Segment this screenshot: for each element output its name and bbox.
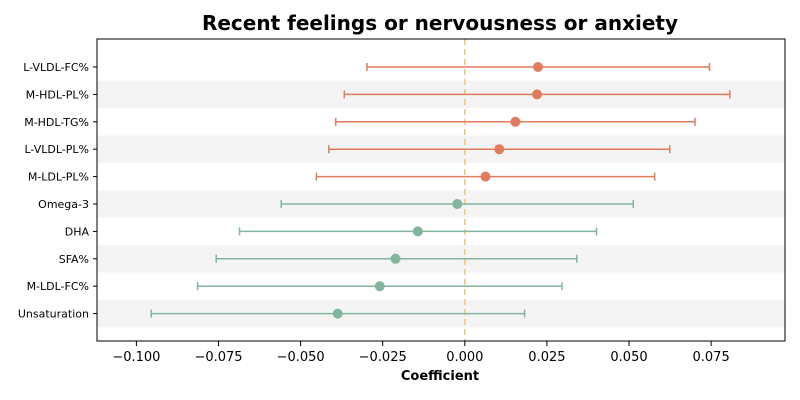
x-tick-label: 0.000 <box>446 350 483 365</box>
chart-title: Recent feelings or nervousness or anxiet… <box>202 11 678 35</box>
y-axis-labels: L-VLDL-FC% M-HDL-PL% M-HDL-TG% L-VLDL-PL% M-… <box>18 61 97 321</box>
coefficient-point <box>494 144 505 155</box>
estimate-row <box>196 281 563 292</box>
coefficient-point <box>452 199 463 209</box>
x-tick-label: −0.075 <box>194 350 242 365</box>
coefficient-point <box>532 89 543 100</box>
coefficient-point <box>510 116 521 127</box>
y-tick-label: M-HDL-TG% <box>24 116 89 129</box>
estimate-row <box>238 226 598 237</box>
y-tick-label: SFA% <box>59 253 89 266</box>
coefficient-point <box>390 253 401 264</box>
estimate-row <box>315 171 656 182</box>
estimate-row <box>366 62 711 72</box>
y-tick-label: L-VLDL-PL% <box>24 143 89 156</box>
estimate-row <box>334 116 696 127</box>
coefficient-point <box>332 308 343 319</box>
x-axis-ticks: −0.100 −0.075 −0.050 −0.025 0.000 0.025 0.050 0… <box>112 341 730 365</box>
estimate-row <box>328 144 671 155</box>
x-tick-label: 0.050 <box>610 350 647 365</box>
coefficient-point <box>374 281 385 292</box>
y-tick-label: M-HDL-PL% <box>26 88 89 101</box>
x-tick-label: 0.075 <box>693 350 730 365</box>
x-tick-label: −0.100 <box>112 350 160 365</box>
estimate-row <box>150 308 526 319</box>
x-axis-label: Coefficient <box>401 369 479 384</box>
estimate-row <box>215 253 578 264</box>
coefficient-marks <box>150 62 731 319</box>
estimate-row <box>343 89 731 100</box>
y-tick-label: L-VLDL-FC% <box>23 61 89 74</box>
x-tick-label: −0.050 <box>277 350 325 365</box>
estimate-row <box>280 199 635 209</box>
plot-frame <box>96 38 786 342</box>
y-tick-label: DHA <box>65 225 90 238</box>
y-tick-label: M-LDL-PL% <box>28 171 89 184</box>
coefficient-point <box>480 171 491 182</box>
y-tick-label: Omega-3 <box>38 198 89 211</box>
coefficient-point <box>412 226 423 237</box>
x-tick-label: −0.025 <box>359 350 407 365</box>
y-tick-label: Unsaturation <box>18 308 89 321</box>
coefficient-point <box>533 62 544 72</box>
x-tick-label: 0.025 <box>528 350 565 365</box>
y-tick-label: M-LDL-FC% <box>27 280 89 293</box>
